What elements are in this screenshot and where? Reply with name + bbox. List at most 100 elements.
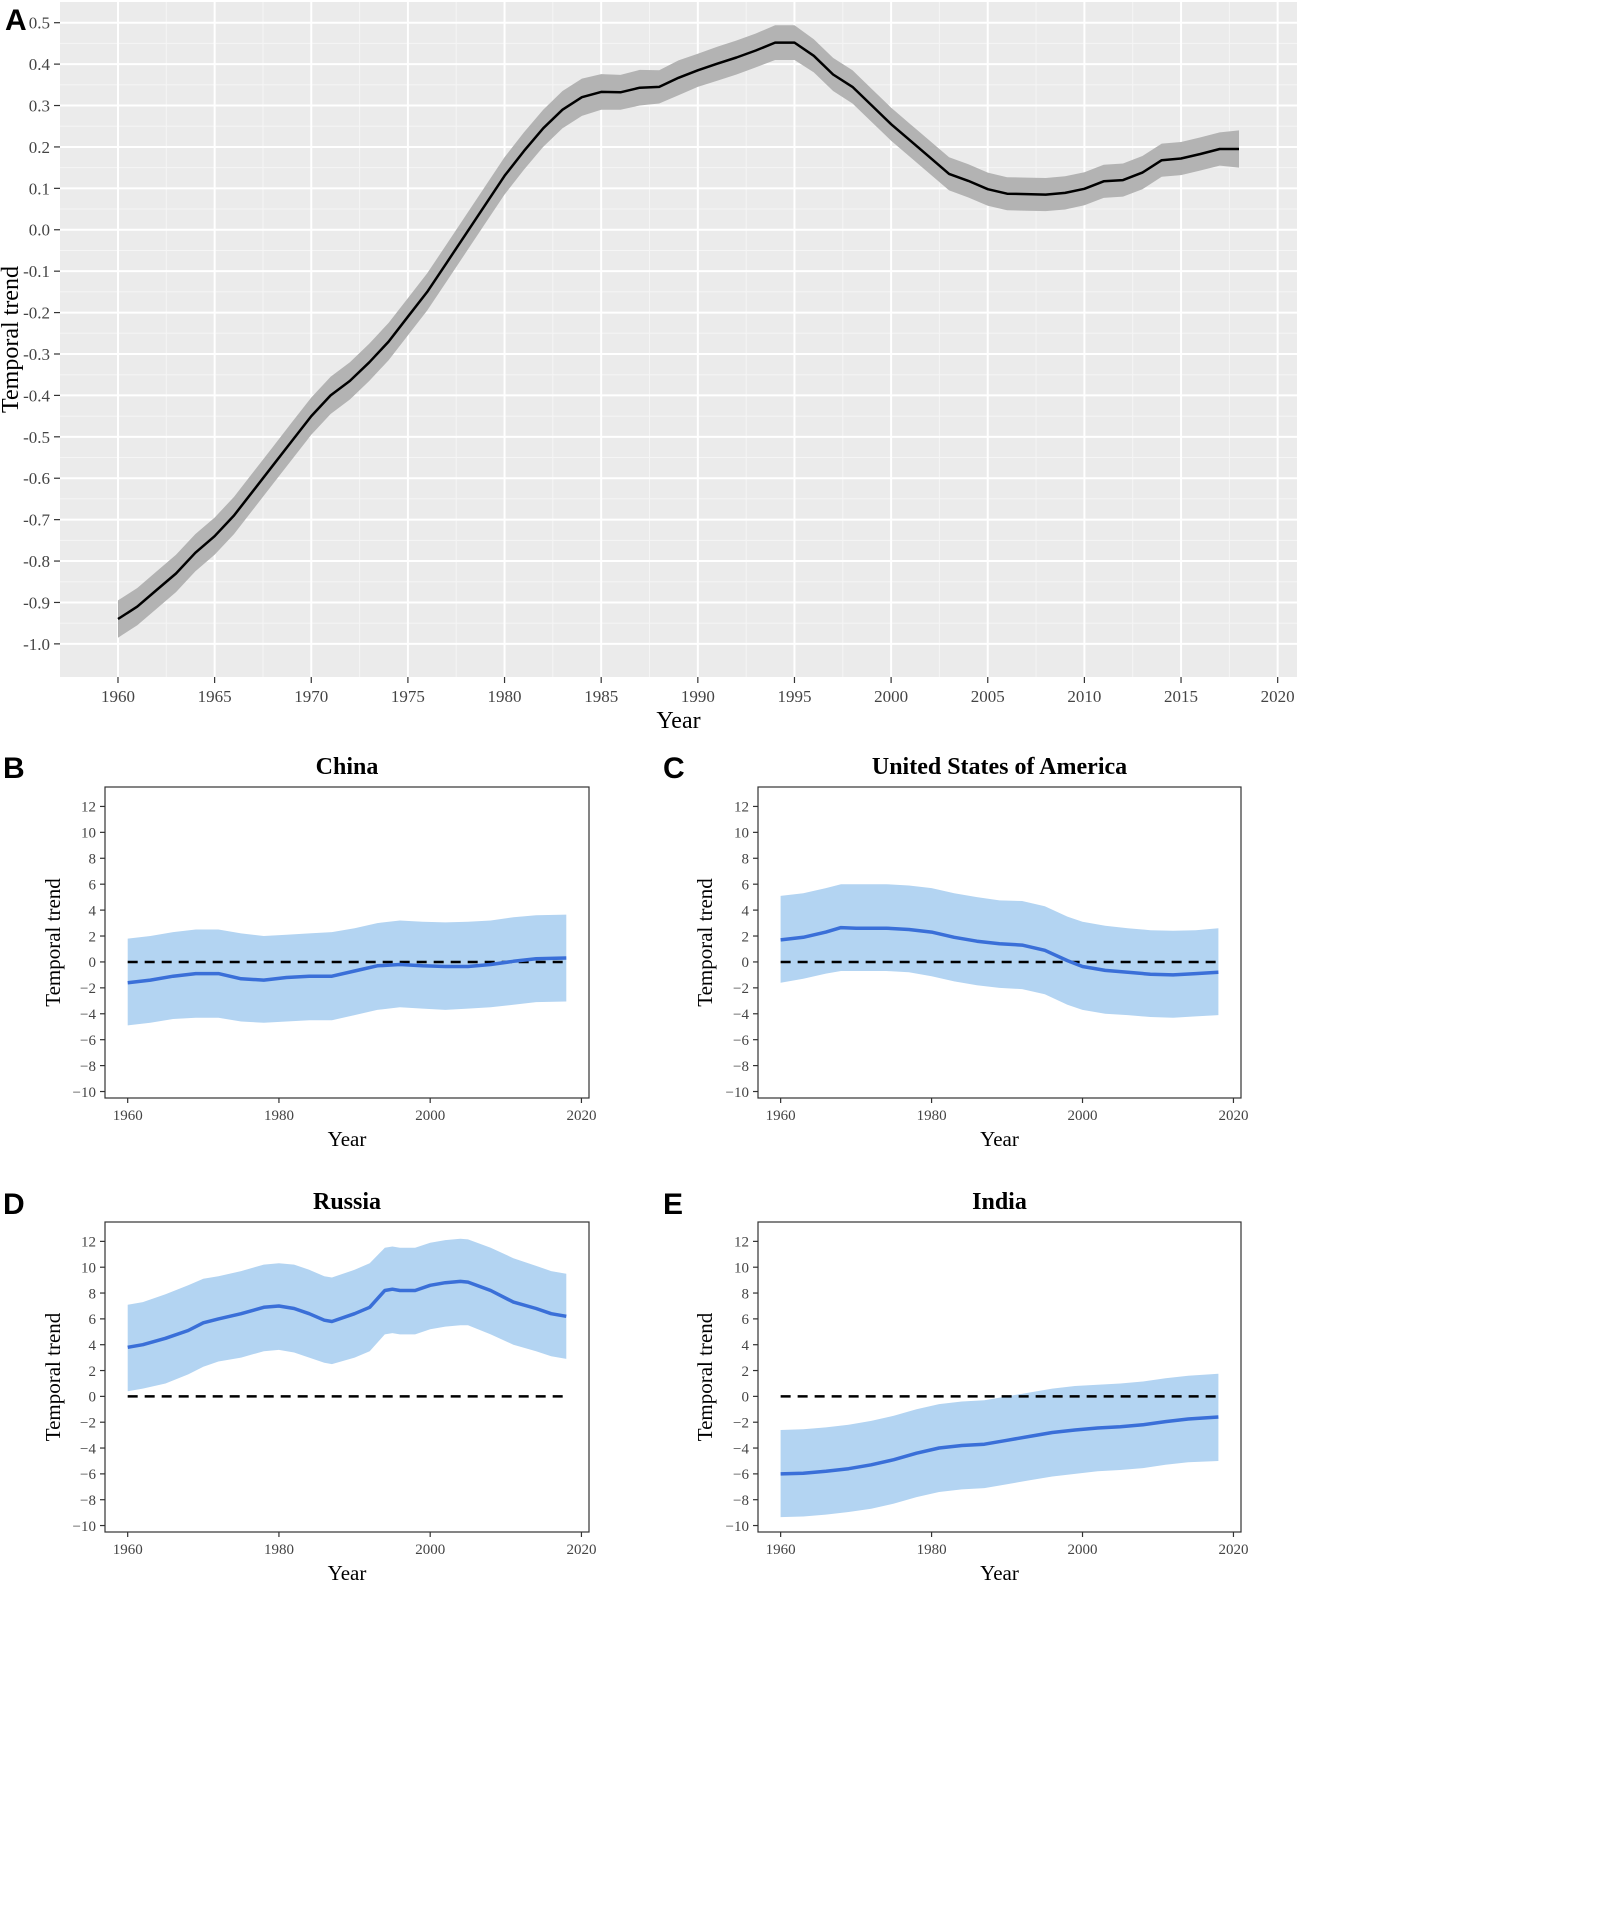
y-tick-label: -0.6 bbox=[23, 469, 50, 488]
x-tick-label: 1960 bbox=[101, 687, 135, 706]
chart-title: United States of America bbox=[872, 754, 1127, 780]
x-tick-label: 1990 bbox=[681, 687, 715, 706]
y-tick-label: -1.0 bbox=[23, 635, 50, 654]
x-tick-label: 2020 bbox=[566, 1542, 596, 1558]
y-axis-title: Temporal trend bbox=[693, 878, 717, 1007]
y-tick-label: −10 bbox=[73, 1519, 96, 1535]
y-tick-label: −4 bbox=[80, 1441, 96, 1457]
chart-title: China bbox=[316, 754, 379, 780]
y-tick-label: 10 bbox=[81, 1260, 96, 1276]
y-tick-label: −6 bbox=[733, 1467, 749, 1483]
y-tick-label: −8 bbox=[733, 1493, 749, 1509]
plot-background bbox=[60, 2, 1297, 677]
y-tick-label: −2 bbox=[733, 981, 749, 997]
y-tick-label: 8 bbox=[89, 852, 97, 868]
y-tick-label: 0 bbox=[742, 955, 750, 971]
y-tick-label: 2 bbox=[89, 1364, 97, 1380]
y-tick-label: 0.4 bbox=[29, 55, 51, 74]
y-tick-label: 0.5 bbox=[29, 14, 50, 33]
panel-label: E bbox=[663, 1188, 683, 1221]
y-tick-label: −4 bbox=[733, 1441, 749, 1457]
y-tick-label: −4 bbox=[733, 1007, 749, 1023]
y-tick-label: −8 bbox=[733, 1059, 749, 1075]
x-tick-label: 1980 bbox=[488, 687, 522, 706]
x-axis-title: Year bbox=[980, 1127, 1019, 1151]
y-tick-label: −10 bbox=[726, 1085, 749, 1101]
y-tick-label: 8 bbox=[742, 852, 750, 868]
trend-line bbox=[780, 925, 1219, 977]
chart-title: India bbox=[972, 1189, 1027, 1215]
chart-title: Russia bbox=[313, 1189, 381, 1215]
y-tick-label: −6 bbox=[733, 1033, 749, 1049]
y-tick-label: −2 bbox=[80, 1415, 96, 1431]
x-tick-label: 1980 bbox=[917, 1108, 947, 1124]
y-tick-label: −10 bbox=[726, 1519, 749, 1535]
confidence-band bbox=[780, 1373, 1219, 1518]
y-tick-label: 6 bbox=[742, 877, 750, 893]
x-tick-label: 2020 bbox=[1261, 687, 1295, 706]
y-tick-label: 4 bbox=[89, 1338, 97, 1354]
y-tick-label: 0.2 bbox=[29, 138, 50, 157]
y-tick-label: 12 bbox=[81, 1235, 96, 1251]
x-tick-label: 1965 bbox=[198, 687, 232, 706]
chart-panel-d: D Russia 1960 1980 2000 2020 −10 −8 −6 −4 −2 0 2 4 6 8 1… bbox=[3, 1188, 596, 1585]
confidence-band bbox=[780, 884, 1219, 1018]
y-tick-label: 2 bbox=[742, 1364, 750, 1380]
x-tick-label: 2010 bbox=[1067, 687, 1101, 706]
x-tick-label: 2000 bbox=[1068, 1542, 1098, 1558]
y-tick-label: −8 bbox=[80, 1493, 96, 1509]
y-tick-label: −2 bbox=[80, 981, 96, 997]
panel-label: C bbox=[663, 752, 685, 785]
x-tick-label: 1980 bbox=[917, 1542, 947, 1558]
y-tick-label: −8 bbox=[80, 1059, 96, 1075]
y-axis-title: Temporal trend bbox=[41, 878, 65, 1007]
y-tick-label: -0.4 bbox=[23, 386, 50, 405]
x-tick-label: 1980 bbox=[264, 1108, 294, 1124]
y-tick-label: 0 bbox=[89, 955, 97, 971]
y-axis-title: Temporal trend bbox=[41, 1312, 65, 1441]
x-tick-label: 2000 bbox=[874, 687, 908, 706]
plot-border bbox=[104, 786, 590, 1099]
y-tick-label: -0.7 bbox=[23, 511, 50, 530]
x-tick-label: 2020 bbox=[1218, 1108, 1248, 1124]
y-tick-label: 6 bbox=[89, 877, 97, 893]
x-tick-label: 1995 bbox=[777, 687, 811, 706]
x-tick-label: 2000 bbox=[415, 1542, 445, 1558]
y-tick-label: -0.5 bbox=[23, 428, 50, 447]
y-tick-label: 0 bbox=[89, 1390, 97, 1406]
y-tick-label: 4 bbox=[89, 903, 97, 919]
y-tick-label: −2 bbox=[733, 1415, 749, 1431]
x-tick-label: 2005 bbox=[971, 687, 1005, 706]
panel-label: A bbox=[5, 4, 27, 37]
x-axis-title: Year bbox=[328, 1127, 367, 1151]
y-tick-label: 12 bbox=[81, 800, 96, 816]
y-tick-label: 2 bbox=[89, 929, 97, 945]
confidence-band bbox=[127, 914, 567, 1026]
y-axis-title: Temporal trend bbox=[0, 266, 24, 413]
panel-label: B bbox=[3, 752, 25, 785]
x-tick-label: 2020 bbox=[1218, 1542, 1248, 1558]
x-tick-label: 1980 bbox=[264, 1542, 294, 1558]
panel-label: D bbox=[3, 1188, 25, 1221]
y-tick-label: −6 bbox=[80, 1467, 96, 1483]
y-tick-label: 10 bbox=[734, 826, 749, 842]
y-tick-label: 12 bbox=[734, 800, 749, 816]
y-tick-label: 6 bbox=[742, 1312, 750, 1328]
y-axis-title: Temporal trend bbox=[693, 1312, 717, 1441]
x-tick-label: 1960 bbox=[766, 1542, 796, 1558]
y-tick-label: -0.2 bbox=[23, 304, 50, 323]
y-tick-label: -0.1 bbox=[23, 262, 50, 281]
y-tick-label: 10 bbox=[734, 1260, 749, 1276]
y-tick-label: -0.8 bbox=[23, 552, 50, 571]
y-tick-label: −6 bbox=[80, 1033, 96, 1049]
x-tick-label: 2015 bbox=[1164, 687, 1198, 706]
y-tick-label: 0.0 bbox=[29, 221, 50, 240]
x-tick-label: 2020 bbox=[566, 1108, 596, 1124]
y-tick-label: 0.3 bbox=[29, 96, 50, 115]
y-tick-label: −10 bbox=[73, 1085, 96, 1101]
chart-panel-a: A 1960 1965 1970 1975 1980 1985 1990 1995 2000 200… bbox=[0, 2, 1297, 734]
x-tick-label: 2000 bbox=[1068, 1108, 1098, 1124]
plot-border bbox=[757, 1221, 1242, 1533]
x-axis-title: Year bbox=[980, 1561, 1019, 1585]
x-tick-label: 1970 bbox=[294, 687, 328, 706]
